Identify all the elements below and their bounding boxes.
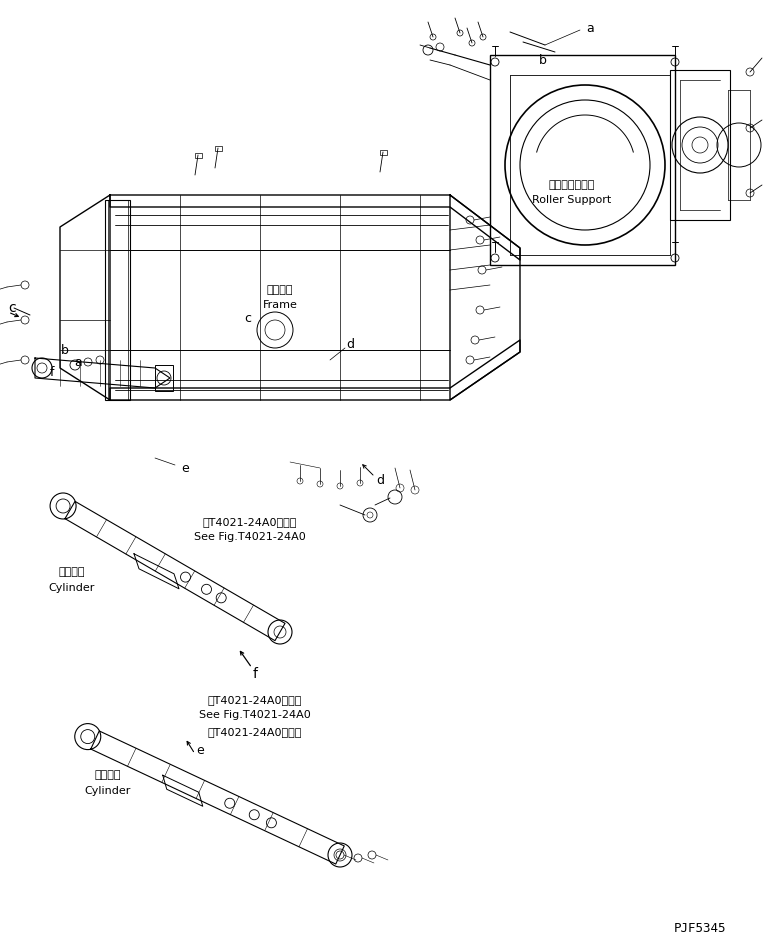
Text: Roller Support: Roller Support [532,195,611,205]
Text: Frame: Frame [263,300,297,310]
Text: Cylinder: Cylinder [84,786,131,796]
Bar [105,200,130,400]
Text: Cylinder: Cylinder [49,583,95,593]
Text: f: f [50,365,55,379]
Text: c: c [8,301,15,315]
Text: 第T4021-24A0図参照: 第T4021-24A0図参照 [203,517,297,527]
Bar [490,55,675,265]
Text: See Fig.T4021-24A0: See Fig.T4021-24A0 [199,710,311,720]
Text: a: a [586,22,594,35]
Text: f: f [253,667,257,681]
Text: d: d [346,338,354,351]
Text: 第T4021-24A0図参照: 第T4021-24A0図参照 [208,695,302,705]
Text: PJF5345: PJF5345 [674,921,727,934]
Text: See Fig.T4021-24A0: See Fig.T4021-24A0 [194,532,306,542]
Text: e: e [181,462,189,475]
Bar [155,365,173,391]
Bar [380,150,387,155]
Text: d: d [376,474,384,486]
Bar [195,153,202,158]
Text: ローラサポート: ローラサポート [549,180,595,190]
Text: c: c [244,312,251,324]
Bar [670,70,730,220]
Text: e: e [196,743,204,756]
Text: シリンダ: シリンダ [58,567,85,577]
Text: b: b [539,54,547,67]
Text: a: a [74,355,82,368]
Text: b: b [61,344,69,356]
Bar [215,146,222,151]
Text: 第T4021-24A0図参照: 第T4021-24A0図参照 [208,727,302,737]
Text: フレーム: フレーム [266,285,293,295]
Text: シリンダ: シリンダ [94,770,121,780]
